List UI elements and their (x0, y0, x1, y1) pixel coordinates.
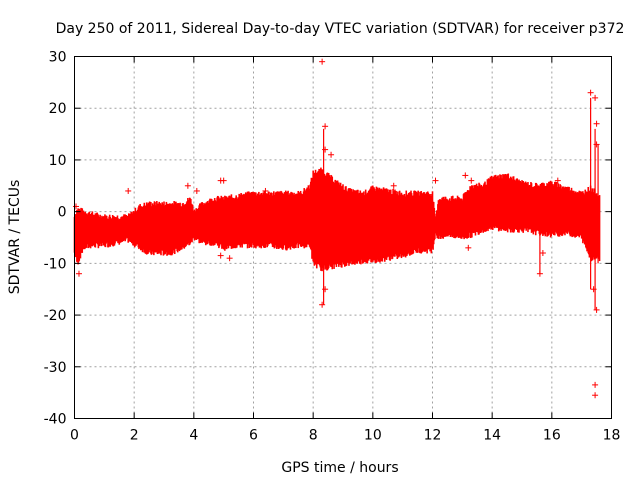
y-tick-label: 0 (58, 205, 67, 221)
data-point (193, 187, 200, 194)
data-series (72, 58, 601, 399)
data-point (539, 250, 546, 257)
data-point (322, 123, 329, 130)
y-tick-label: -40 (44, 412, 67, 428)
data-point (593, 141, 600, 148)
data-point (465, 244, 472, 251)
data-point (432, 177, 439, 184)
data-point (262, 187, 269, 194)
x-tick-label: 12 (424, 428, 442, 444)
x-tick-label: 2 (130, 428, 139, 444)
plot-frame (74, 56, 612, 419)
data-point (328, 151, 335, 158)
y-tick-label: -10 (44, 256, 67, 272)
data-point (155, 206, 162, 213)
x-axis-label: GPS time / hours (281, 460, 398, 476)
x-tick-label: 6 (249, 428, 258, 444)
data-point (75, 270, 82, 277)
x-tick-label: 16 (543, 428, 561, 444)
data-point (592, 94, 599, 101)
data-point (593, 306, 600, 313)
data-point (322, 286, 329, 293)
data-point (72, 203, 79, 210)
data-point (220, 177, 227, 184)
data-point (217, 252, 224, 259)
data-point (593, 120, 600, 127)
data-point (536, 270, 543, 277)
data-point (587, 89, 594, 96)
x-tick-label: 14 (483, 428, 501, 444)
data-point (184, 182, 191, 189)
axis-ticks (74, 56, 612, 419)
y-tick-label: 30 (49, 50, 67, 66)
y-tick-label: -30 (44, 360, 67, 376)
data-point (238, 193, 245, 200)
data-point (462, 172, 469, 179)
chart-title: Day 250 of 2011, Sidereal Day-to-day VTE… (56, 21, 625, 37)
data-point (592, 392, 599, 399)
x-tick-label: 10 (364, 428, 382, 444)
data-point (590, 286, 597, 293)
y-tick-label: 20 (49, 101, 67, 117)
data-point (125, 187, 132, 194)
data-point (319, 58, 326, 65)
data-point (390, 182, 397, 189)
y-tick-label: 10 (49, 153, 67, 169)
x-tick-label: 8 (309, 428, 318, 444)
data-point (554, 177, 561, 184)
x-tick-label: 18 (603, 428, 621, 444)
x-tick-label: 4 (189, 428, 198, 444)
y-axis-label: SDTVAR / TECUs (7, 180, 23, 295)
y-tick-label: -20 (44, 308, 67, 324)
tick-labels: 0 2 4 6 8 10 12 14 16 18 -40 -30 -20 -10 0 10 20 30 (44, 50, 621, 444)
data-point (592, 381, 599, 388)
data-point (468, 177, 475, 184)
data-point (322, 146, 329, 153)
data-point (319, 301, 326, 308)
x-tick-label: 0 (70, 428, 79, 444)
data-point (226, 255, 233, 262)
